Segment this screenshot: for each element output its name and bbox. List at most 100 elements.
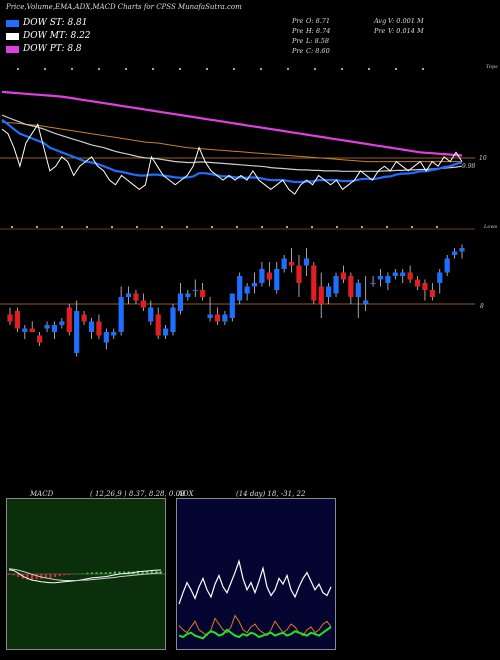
ema-top-marker bbox=[233, 68, 235, 70]
macd-panel bbox=[6, 498, 166, 650]
candle-body bbox=[429, 290, 435, 297]
candle-body bbox=[59, 321, 65, 325]
candle-body bbox=[326, 286, 332, 297]
price-low-marker bbox=[386, 226, 388, 228]
candle-body bbox=[170, 307, 176, 332]
ema-top-marker bbox=[152, 68, 154, 70]
candle-body bbox=[81, 314, 87, 322]
info-avg-volume-value: V: 0.001 M bbox=[388, 17, 424, 25]
adx-chart bbox=[178, 559, 332, 640]
candle-body bbox=[96, 321, 102, 336]
candle-body bbox=[296, 265, 302, 283]
info-high: Pre H: 8.74 bbox=[292, 27, 330, 35]
candle-body bbox=[363, 300, 369, 304]
candle-body bbox=[118, 297, 124, 332]
candle-body bbox=[74, 311, 80, 353]
price-low-marker bbox=[211, 226, 213, 228]
price-low-marker bbox=[236, 226, 238, 228]
price-low-marker bbox=[161, 226, 163, 228]
adx-series-adx-green bbox=[178, 626, 332, 640]
info-low-key: Pre bbox=[292, 37, 304, 45]
ema-top-marker bbox=[206, 68, 208, 70]
candle-body bbox=[177, 293, 184, 311]
legend-dow-mt: DOW MT: 8.22 bbox=[6, 31, 91, 41]
price-low-markers bbox=[11, 226, 438, 228]
candle-body bbox=[303, 258, 309, 266]
candle-body bbox=[111, 332, 117, 336]
candle-body bbox=[88, 321, 95, 332]
ema-top-marker bbox=[71, 68, 73, 70]
candle-body bbox=[7, 314, 13, 322]
legend-swatch-pt bbox=[6, 45, 19, 53]
ema-tops-label: Tops bbox=[486, 64, 498, 70]
macd-params: ( 12,26,9 ) 8.37, 8.28, 0.09 bbox=[90, 490, 185, 498]
ema-top-marker bbox=[17, 68, 19, 70]
ema-top-markers bbox=[17, 68, 424, 70]
macd-series-signal bbox=[8, 568, 162, 581]
ema-top-marker bbox=[314, 68, 316, 70]
info-avg-volume: Avg V: 0.001 M bbox=[374, 17, 424, 25]
candle-body bbox=[163, 328, 169, 336]
info-low-value: L: 8.58 bbox=[306, 37, 330, 45]
ema-top-marker bbox=[125, 68, 127, 70]
info-low: Pre L: 8.58 bbox=[292, 37, 329, 45]
candle-body bbox=[340, 272, 347, 280]
adx-label: ADX bbox=[178, 490, 194, 498]
candle-body bbox=[266, 272, 272, 280]
candle-body bbox=[407, 272, 413, 280]
candle-body bbox=[370, 283, 376, 284]
candle-body bbox=[29, 328, 35, 332]
info-close-key: Pre bbox=[292, 47, 304, 55]
candle-body bbox=[259, 269, 265, 283]
candle-body bbox=[311, 265, 317, 301]
info-pre-volume-key: Pre bbox=[374, 27, 386, 35]
candle-body bbox=[281, 258, 287, 269]
candle-body bbox=[451, 251, 458, 255]
price-low-marker bbox=[311, 226, 313, 228]
macd-series-macd bbox=[8, 569, 161, 584]
price-low-marker bbox=[361, 226, 363, 228]
candle-body bbox=[385, 276, 391, 283]
ema-top-marker bbox=[368, 68, 370, 70]
candle-body bbox=[37, 335, 43, 343]
candle-body bbox=[414, 279, 421, 287]
candle-body bbox=[318, 286, 324, 304]
candle-body bbox=[207, 314, 213, 318]
legend-swatch-st bbox=[6, 19, 19, 27]
info-high-value: H: 8.74 bbox=[306, 27, 331, 35]
ema-price-label: 9.98 bbox=[462, 163, 476, 170]
candles bbox=[7, 244, 465, 357]
candle-body bbox=[133, 293, 139, 301]
ema-top-marker bbox=[260, 68, 262, 70]
candle-body bbox=[251, 283, 258, 287]
info-open-key: Pre bbox=[292, 17, 304, 25]
price-lows-label: Lows bbox=[483, 224, 498, 230]
candle-body bbox=[103, 332, 109, 343]
candle-body bbox=[125, 293, 132, 297]
candle-body bbox=[392, 272, 398, 276]
candle-body bbox=[444, 258, 450, 273]
price-low-marker bbox=[61, 226, 63, 228]
ema-top-marker bbox=[422, 68, 424, 70]
ema-top-marker bbox=[395, 68, 397, 70]
legend-label-mt: DOW MT: 8.22 bbox=[23, 31, 91, 41]
macd-label: MACD bbox=[30, 490, 54, 498]
candle-body bbox=[185, 293, 191, 297]
price-low-marker bbox=[336, 226, 338, 228]
price-low-marker bbox=[36, 226, 38, 228]
price-low-marker bbox=[286, 226, 288, 228]
price-low-marker bbox=[86, 226, 88, 228]
ema-chart: Tops 10 9.98 bbox=[0, 64, 498, 195]
chart-title: Price,Volume,EMA,ADX,MACD Charts for CPS… bbox=[6, 3, 242, 11]
ema-series-ema-orange bbox=[1, 121, 462, 163]
candle-body bbox=[237, 276, 243, 301]
candle-body bbox=[348, 276, 354, 297]
candle-body bbox=[333, 276, 339, 294]
ema-series-close bbox=[1, 123, 463, 195]
candle-body bbox=[229, 293, 235, 318]
legend-dow-st: DOW ST: 8.81 bbox=[6, 18, 88, 28]
adx-series-di-plus-white bbox=[178, 559, 332, 605]
price-low-marker bbox=[436, 226, 438, 228]
candle-body bbox=[44, 325, 50, 329]
price-low-marker bbox=[186, 226, 188, 228]
